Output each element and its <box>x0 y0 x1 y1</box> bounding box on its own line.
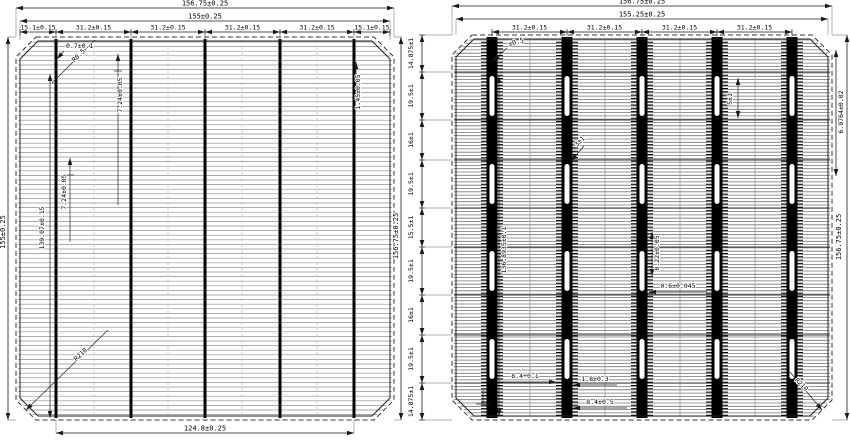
busbar <box>711 37 723 418</box>
dim-label: 156.75±0.25 <box>619 0 665 6</box>
busbar <box>786 37 798 418</box>
dim-label: 156.75±0.25 <box>182 0 228 8</box>
busbar <box>203 39 207 418</box>
pad-slot <box>639 339 645 379</box>
back-side-view-body <box>454 37 830 418</box>
dim-label: 31.2±0.15 <box>150 24 185 32</box>
busbar <box>54 39 58 418</box>
dim-label: 16±1 <box>407 132 415 148</box>
pad-slot <box>564 76 570 116</box>
pad-slot <box>714 339 720 379</box>
dim-label: 15.5±1 <box>407 216 415 240</box>
pad-slot <box>714 76 720 116</box>
pad-slot <box>489 339 495 379</box>
dim-label: ≤0.5 <box>507 36 524 48</box>
cell-outline <box>455 38 829 417</box>
dim-label: 31.2±0.15 <box>737 24 772 32</box>
cell-outline <box>19 40 391 417</box>
dim-label: 19.5±1 <box>407 84 415 108</box>
dim-label: 19.5±1 <box>407 259 415 283</box>
dim-label: 155±0.25 <box>188 13 222 21</box>
pad-slot <box>564 164 570 204</box>
busbar <box>486 37 498 418</box>
dim-label: 124.8±0.25 <box>184 425 226 433</box>
dim-label: 3±1 <box>573 135 587 149</box>
wafer-outline <box>15 36 395 421</box>
pad-slot <box>714 251 720 291</box>
dim-label: 7.24±0.05 <box>60 174 68 209</box>
pad-slot <box>639 76 645 116</box>
dim-label: 8.4+0.1 <box>511 372 538 380</box>
dim-label: 31.2±0.15 <box>662 24 697 32</box>
front-side-view-body <box>18 39 392 418</box>
dim-label: 31.2±0.15 <box>76 24 111 32</box>
dim-label: 31.2±0.15 <box>512 24 547 32</box>
pad-slot <box>789 251 795 291</box>
pad-slot <box>489 164 495 204</box>
pad-slot <box>564 339 570 379</box>
busbar <box>561 37 573 418</box>
dim-label: 0.7±0.1 <box>66 42 93 50</box>
dim-label: 31.2±0.15 <box>225 24 260 32</box>
dim-label: 15.1±0.15 <box>20 24 55 32</box>
dim-label: 7.24±0.05 <box>116 77 124 112</box>
pad-slot <box>789 339 795 379</box>
pad-slot <box>639 251 645 291</box>
dim-label: 14.875±1 <box>407 386 415 417</box>
busbar <box>278 39 282 418</box>
busbar <box>636 37 648 418</box>
dim-label: 155.25±0.25 <box>619 11 665 19</box>
dim-label: 19.5±1 <box>407 172 415 196</box>
dim-label: 0.6±0.045 <box>660 282 695 290</box>
wafer-outline <box>451 34 833 421</box>
pad-slot <box>564 251 570 291</box>
dim-label: 1.45±0.05 <box>354 74 362 109</box>
dim-label: 8.4±0.5 <box>586 398 613 406</box>
dim-label: 6.9764±0.02 <box>837 90 845 133</box>
dim-label: 16±1 <box>407 307 415 323</box>
dim-label: 31.2±0.15 <box>299 24 334 32</box>
dim-label: 156.75±0.25 <box>392 213 400 259</box>
dim-label: 14.875±1 <box>407 38 415 69</box>
dim-label: 1.8±0.3 <box>581 375 608 383</box>
dim-label: 19.5±1 <box>407 347 415 371</box>
pad-slot <box>789 76 795 116</box>
dim-label: 31.2±0.15 <box>587 24 622 32</box>
pad-slot <box>489 76 495 116</box>
dim-label: 15.1±0.15 <box>354 24 389 32</box>
dim-label: 5±1 <box>726 93 734 105</box>
busbar <box>129 39 133 418</box>
pad-slot <box>789 164 795 204</box>
front-side-view: 156.75±0.25 155±0.25 124.8±0.25 15.1±0.15 31… <box>0 0 404 436</box>
dim-label: 155±0.25 <box>0 215 7 249</box>
dim-label: 139.07±0.15 <box>38 206 46 249</box>
pad-slot <box>639 164 645 204</box>
pad-slot <box>489 251 495 291</box>
dim-label: 156.75±0.25 <box>835 214 843 260</box>
back-side-view: 156.75±0.25 155.25±0.25 31.2±0.15 31.2±0.15… <box>406 0 850 421</box>
dim-label: 0.22±0.05 <box>653 235 661 270</box>
dim-label: 136.8935±0.1 <box>500 226 508 273</box>
pad-slot <box>714 164 720 204</box>
busbar <box>352 39 356 418</box>
